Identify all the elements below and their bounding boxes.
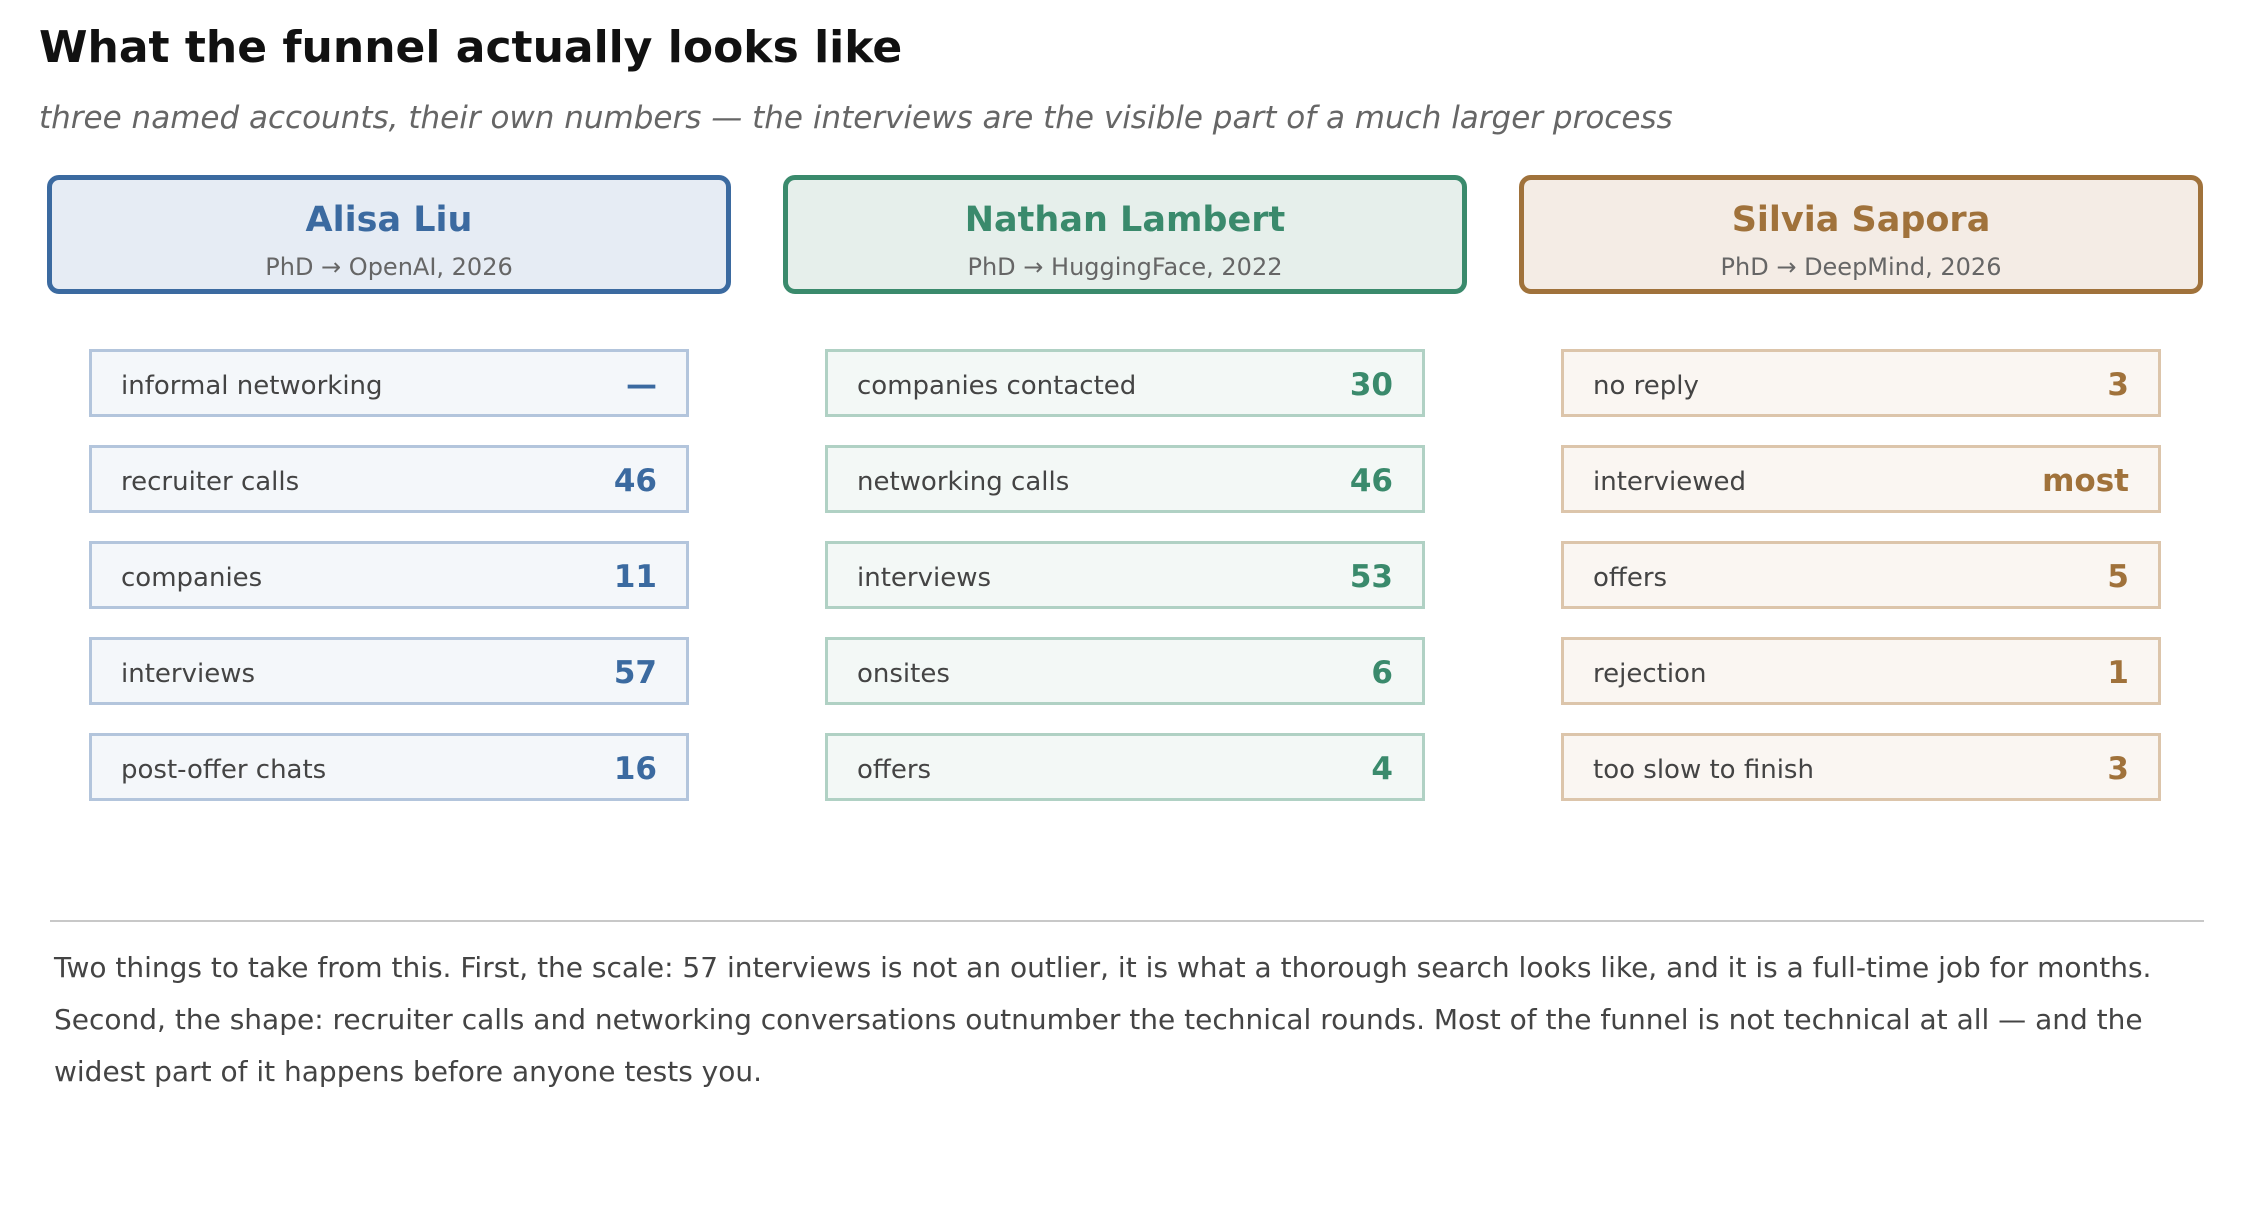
account-role: PhD → HuggingFace, 2022 xyxy=(967,253,1283,281)
account-column-silvia-sapora: Silvia Sapora PhD → DeepMind, 2026 no re… xyxy=(1519,0,2203,1210)
funnel-row-label: interviews xyxy=(857,563,991,593)
funnel-row-value: most xyxy=(2042,463,2129,499)
funnel-row-value: 46 xyxy=(613,463,657,499)
account-header-card: Alisa Liu PhD → OpenAI, 2026 xyxy=(47,175,731,294)
funnel-row-value: 30 xyxy=(1349,367,1393,403)
funnel-row-label: companies xyxy=(121,563,263,593)
funnel-row: interviews 53 xyxy=(825,541,1425,609)
account-name: Silvia Sapora xyxy=(1731,200,1991,240)
account-role: PhD → DeepMind, 2026 xyxy=(1720,253,2002,281)
funnel-row-value: — xyxy=(626,367,657,403)
account-header-card: Silvia Sapora PhD → DeepMind, 2026 xyxy=(1519,175,2203,294)
funnel-row-label: companies contacted xyxy=(857,371,1137,401)
funnel-row-value: 16 xyxy=(613,751,657,787)
funnel-row-label: offers xyxy=(857,755,932,785)
funnel-row-value: 46 xyxy=(1349,463,1393,499)
funnel-row-label: networking calls xyxy=(857,467,1070,497)
funnel-row-label: onsites xyxy=(857,659,950,689)
funnel-row-value: 3 xyxy=(2107,367,2129,403)
funnel-row-label: post-offer chats xyxy=(121,755,327,785)
account-column-nathan-lambert: Nathan Lambert PhD → HuggingFace, 2022 c… xyxy=(783,0,1467,1210)
funnel-row: post-offer chats 16 xyxy=(89,733,689,801)
funnel-row: no reply 3 xyxy=(1561,349,2161,417)
funnel-row-label: too slow to finish xyxy=(1593,755,1814,785)
funnel-row-label: rejection xyxy=(1593,659,1707,689)
account-column-alisa-liu: Alisa Liu PhD → OpenAI, 2026 informal ne… xyxy=(47,0,731,1210)
funnel-row-label: offers xyxy=(1593,563,1668,593)
funnel-row-label: recruiter calls xyxy=(121,467,300,497)
funnel-row: offers 5 xyxy=(1561,541,2161,609)
account-header-card: Nathan Lambert PhD → HuggingFace, 2022 xyxy=(783,175,1467,294)
funnel-row-label: interviewed xyxy=(1593,467,1746,497)
funnel-row-value: 3 xyxy=(2107,751,2129,787)
page-subtitle: three named accounts, their own numbers … xyxy=(39,100,1673,136)
funnel-row: informal networking — xyxy=(89,349,689,417)
funnel-row: recruiter calls 46 xyxy=(89,445,689,513)
section-divider xyxy=(50,920,2204,922)
funnel-row-value: 1 xyxy=(2107,655,2129,691)
funnel-row: too slow to finish 3 xyxy=(1561,733,2161,801)
funnel-row: onsites 6 xyxy=(825,637,1425,705)
funnel-row-value: 5 xyxy=(2107,559,2129,595)
funnel-row-label: interviews xyxy=(121,659,255,689)
funnel-row-value: 4 xyxy=(1371,751,1393,787)
takeaway-paragraph: Two things to take from this. First, the… xyxy=(54,951,2152,1088)
funnel-row-value: 6 xyxy=(1371,655,1393,691)
funnel-row-value: 57 xyxy=(613,655,657,691)
account-name: Nathan Lambert xyxy=(964,200,1286,240)
funnel-row: companies contacted 30 xyxy=(825,349,1425,417)
funnel-row: interviews 57 xyxy=(89,637,689,705)
funnel-row: offers 4 xyxy=(825,733,1425,801)
page-title: What the funnel actually looks like xyxy=(39,22,903,73)
funnel-row: rejection 1 xyxy=(1561,637,2161,705)
funnel-row-label: no reply xyxy=(1593,371,1699,401)
account-name: Alisa Liu xyxy=(305,200,473,240)
funnel-row: interviewed most xyxy=(1561,445,2161,513)
funnel-row-value: 53 xyxy=(1349,559,1393,595)
funnel-row-label: informal networking xyxy=(121,371,383,401)
funnel-row-value: 11 xyxy=(613,559,657,595)
funnel-row: companies 11 xyxy=(89,541,689,609)
account-role: PhD → OpenAI, 2026 xyxy=(265,253,513,281)
funnel-row: networking calls 46 xyxy=(825,445,1425,513)
